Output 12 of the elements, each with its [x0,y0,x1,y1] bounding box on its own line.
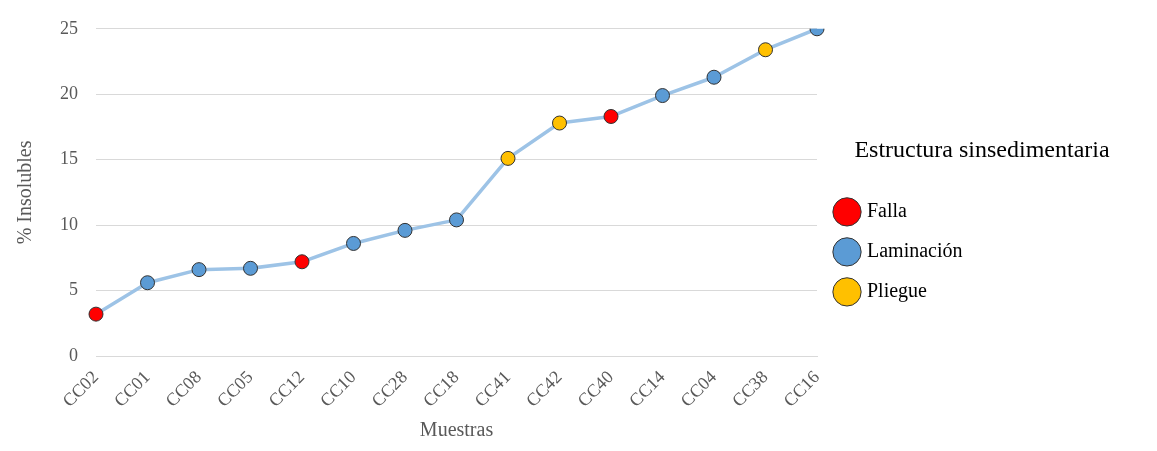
y-tick-label: 0 [69,344,78,365]
y-tick-label: 25 [60,17,78,38]
legend-label: Pliegue [867,279,928,303]
legend-label: Laminación [867,239,963,262]
legend-title: Estructura sinsedimentaria [854,136,1110,163]
y-tick-label: 5 [69,279,78,300]
y-tick-label: 20 [60,82,78,103]
legend-label: Falla [867,199,908,222]
y-tick-label: 10 [60,213,78,234]
y-axis-title: % Insolubles [13,140,36,245]
y-tick-label: 15 [60,148,78,169]
x-axis-title: Muestras [419,418,494,441]
